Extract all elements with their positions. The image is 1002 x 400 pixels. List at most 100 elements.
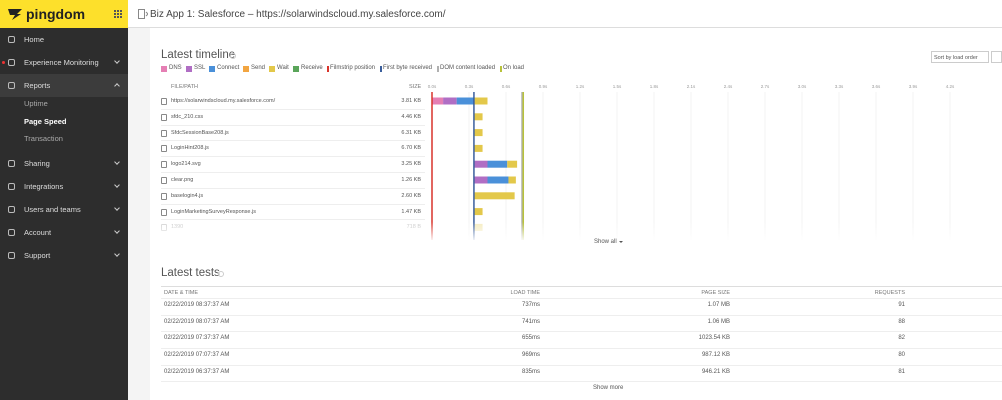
chevron: [114, 204, 120, 211]
cell: 655ms: [521, 335, 540, 342]
nav-item[interactable]: Integrations: [0, 175, 128, 198]
nav-item[interactable]: Support: [0, 244, 128, 267]
legend-swatch: [327, 66, 329, 72]
grid-icon[interactable]: [114, 10, 122, 18]
legend-label: Send: [251, 65, 266, 71]
nav-item[interactable]: Account: [0, 221, 128, 244]
nav-label: Support: [24, 250, 51, 260]
show-all-link[interactable]: Show all: [594, 239, 617, 245]
logo-bar[interactable]: pingdom: [0, 0, 128, 28]
search-button[interactable]: [991, 51, 1002, 63]
chevron: [114, 158, 120, 165]
cell: 741ms: [521, 318, 540, 325]
chevron: [114, 58, 120, 64]
cell: 02/22/2019 07:37:37 AM: [164, 335, 230, 342]
legend-label: SSL: [194, 65, 206, 71]
row-divider: [161, 364, 1002, 366]
nav-label: Integrations: [24, 181, 64, 191]
sub-nav-item[interactable]: Transaction: [24, 134, 63, 143]
page-title: Biz App 1: Salesforce – https://solarwin…: [150, 9, 446, 20]
show-more-link[interactable]: Show more: [593, 385, 624, 391]
row-divider: [161, 172, 425, 173]
legend-label: Filmstrip position: [330, 65, 376, 71]
nav-item[interactable]: Home: [0, 28, 128, 51]
cell: 82: [898, 335, 905, 342]
file-size: 3.81 KB: [401, 98, 421, 104]
nav-icon: [8, 59, 15, 66]
sort-label: Sort by load order: [934, 55, 978, 61]
nav-item[interactable]: Reports: [0, 74, 128, 97]
main: [150, 28, 1002, 400]
file-icon: [161, 98, 167, 105]
cell: 1.07 MB: [707, 302, 730, 308]
cell: 02/22/2019 08:37:37 AM: [164, 302, 230, 308]
legend-label: First byte received: [383, 65, 433, 71]
file-icon: [161, 208, 167, 216]
fade-overlay: [150, 222, 1002, 242]
legend-label: On load: [503, 65, 525, 71]
file-path: SfdcSessionBase208.js: [171, 129, 229, 136]
cell: 81: [898, 368, 905, 375]
legend-label: Receive: [301, 65, 323, 71]
chevron: [114, 227, 120, 234]
nav-icon: [8, 228, 15, 236]
legend-swatch: [243, 66, 249, 72]
legend-label: Connect: [217, 65, 240, 71]
nav-item[interactable]: Users and teams: [0, 198, 128, 221]
column-header: PAGE SIZE: [701, 290, 730, 296]
file-path: LoginMarketingSurveyResponse.js: [171, 208, 256, 215]
nav-icon: [8, 82, 15, 89]
row-divider: [161, 381, 1002, 382]
nav-label: Reports: [24, 81, 51, 90]
file-icon: [161, 113, 167, 121]
help-icon: [230, 53, 236, 59]
nav-icon: [8, 251, 15, 259]
legend-swatch: [500, 66, 502, 72]
nav-label: Home: [24, 35, 45, 44]
file-icon: [161, 192, 167, 200]
sub-nav-item[interactable]: Page Speed: [24, 116, 67, 126]
nav-icon: [8, 36, 15, 43]
column-header: LOAD TIME: [510, 290, 540, 296]
row-divider: [161, 108, 425, 110]
cell: 91: [898, 302, 905, 308]
chevron: [114, 83, 120, 89]
file-icon: [161, 129, 167, 137]
chevron: [114, 250, 120, 257]
caret: [619, 241, 623, 245]
nav-item[interactable]: Sharing: [0, 152, 128, 175]
file-path: https://solarwindscloud.my.salesforce.co…: [171, 98, 276, 104]
cell: 02/22/2019 08:07:37 AM: [164, 318, 230, 325]
row-divider: [161, 348, 1002, 350]
legend-label: DNS: [169, 65, 182, 71]
file-size: 4.46 KB: [401, 113, 421, 120]
file-icon: [161, 145, 167, 153]
sidebar: pingdom Home Experience Monitoring Reports…: [0, 0, 128, 400]
file-size: 3.25 KB: [401, 161, 421, 168]
sort-select[interactable]: Sort by load order: [931, 51, 989, 63]
file-size: 6.31 KB: [401, 129, 421, 136]
legend-swatch: [293, 66, 299, 72]
nav-icon: [8, 205, 15, 213]
row-divider: [161, 286, 1002, 287]
column-header: FILE/PATH: [171, 84, 198, 90]
row-divider: [161, 203, 425, 205]
cell: 1023.54 KB: [698, 335, 730, 342]
nav-item[interactable]: Experience Monitoring: [0, 51, 128, 74]
cell: 02/22/2019 06:37:37 AM: [164, 368, 230, 375]
sub-nav-item[interactable]: Uptime: [24, 99, 48, 108]
cell: 835ms: [521, 368, 540, 375]
legend-label: Wait: [277, 65, 289, 71]
file-size: 6.70 KB: [401, 145, 421, 152]
top-bar: Biz App 1: Salesforce – https://solarwin…: [128, 0, 1002, 28]
file-path: clear.png: [171, 177, 194, 183]
cell: 987.12 KB: [701, 352, 730, 359]
section-title: Latest timeline: [161, 49, 236, 61]
collapse-icon[interactable]: [138, 9, 148, 19]
row-divider: [161, 140, 425, 142]
cell: 969ms: [521, 352, 540, 359]
cell: 1.06 MB: [707, 318, 730, 325]
nav-label: Sharing: [24, 158, 50, 168]
